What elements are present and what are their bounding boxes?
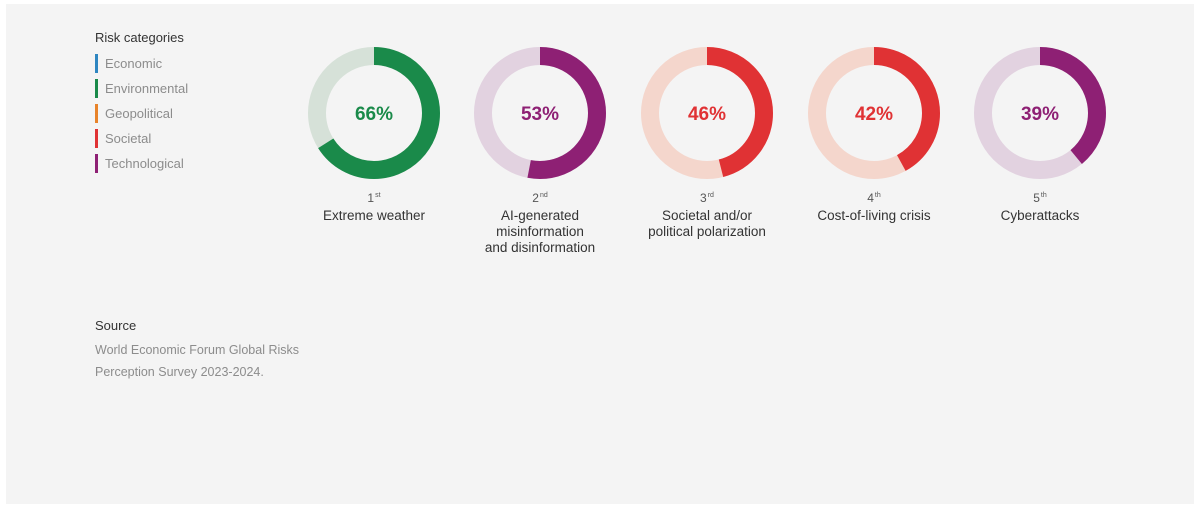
- legend-label: Societal: [105, 131, 152, 146]
- rank-suffix: nd: [539, 192, 548, 199]
- donut-graphic: 66%: [308, 47, 440, 179]
- legend-item-geopolitical: Geopolitical: [95, 101, 188, 126]
- donut-value-arc: [808, 47, 940, 179]
- risk-label: Extreme weather: [322, 208, 426, 223]
- donut-value-arc: [308, 47, 440, 179]
- legend-label: Geopolitical: [105, 106, 173, 121]
- rank-number: 2: [532, 191, 539, 205]
- donut-3: 46% 3rd Societal and/or political polariza…: [622, 46, 792, 240]
- risk-label: AI-generated misinformation and disinfor…: [484, 208, 596, 255]
- rank-label: 2nd: [455, 189, 625, 205]
- risk-label: Cost-of-living crisis: [817, 208, 931, 223]
- donut-2: 53% 2nd AI-generated misinformation and di…: [455, 46, 625, 256]
- source-title: Source: [95, 318, 137, 333]
- legend-item-environmental: Environmental: [95, 76, 188, 101]
- rank-label: 4th: [789, 189, 959, 205]
- donut-graphic: 53%: [474, 47, 606, 179]
- donut-percent-label: 53%: [521, 104, 559, 125]
- legend-label: Technological: [105, 156, 184, 171]
- legend-swatch: [95, 79, 98, 98]
- donut-value-arc: [974, 47, 1106, 179]
- rank-label: 3rd: [622, 189, 792, 205]
- rank-number: 5: [1033, 191, 1040, 205]
- donut-value-arc: [474, 47, 606, 179]
- donut-graphic: 42%: [808, 47, 940, 179]
- legend-swatch: [95, 104, 98, 123]
- rank-suffix: st: [375, 192, 381, 199]
- rank-number: 1: [367, 191, 375, 205]
- legend-item-technological: Technological: [95, 151, 188, 176]
- rank-number: 4: [867, 191, 874, 205]
- donut-5: 39% 5th Cyberattacks: [955, 46, 1125, 224]
- donut-percent-label: 66%: [355, 104, 393, 125]
- rank-suffix: rd: [707, 192, 714, 199]
- donut-percent-label: 42%: [855, 104, 893, 125]
- donut-percent-label: 39%: [1021, 104, 1059, 125]
- legend-swatch: [95, 54, 98, 73]
- donut-percent-label: 46%: [688, 104, 726, 125]
- legend-swatch: [95, 129, 98, 148]
- legend-item-societal: Societal: [95, 126, 188, 151]
- rank-label: 5th: [955, 189, 1125, 205]
- source-note: Source World Economic Forum Global Risks…: [95, 318, 335, 383]
- risk-label: Cyberattacks: [1000, 208, 1080, 223]
- legend-label: Economic: [105, 56, 163, 71]
- legend-swatch: [95, 154, 98, 173]
- rank-suffix: th: [1040, 192, 1047, 199]
- donut-value-arc: [641, 47, 773, 179]
- legend-label: Environmental: [105, 81, 189, 96]
- donut-4: 42% 4th Cost-of-living crisis: [789, 46, 959, 224]
- rank-label: 1st: [289, 189, 459, 205]
- legend-item-economic: Economic: [95, 51, 188, 76]
- risk-label: Societal and/or political polarization: [648, 208, 766, 239]
- rank-number: 3: [700, 191, 707, 205]
- legend-title: Risk categories: [95, 30, 184, 45]
- donut-1: 66% 1st Extreme weather: [289, 46, 459, 224]
- legend: Risk categories Economic Environmental G…: [95, 30, 188, 176]
- donut-graphic: 39%: [974, 47, 1106, 179]
- rank-suffix: th: [874, 192, 881, 199]
- source-text: World Economic Forum Global Risks Percep…: [95, 343, 299, 379]
- donut-graphic: 46%: [641, 47, 773, 179]
